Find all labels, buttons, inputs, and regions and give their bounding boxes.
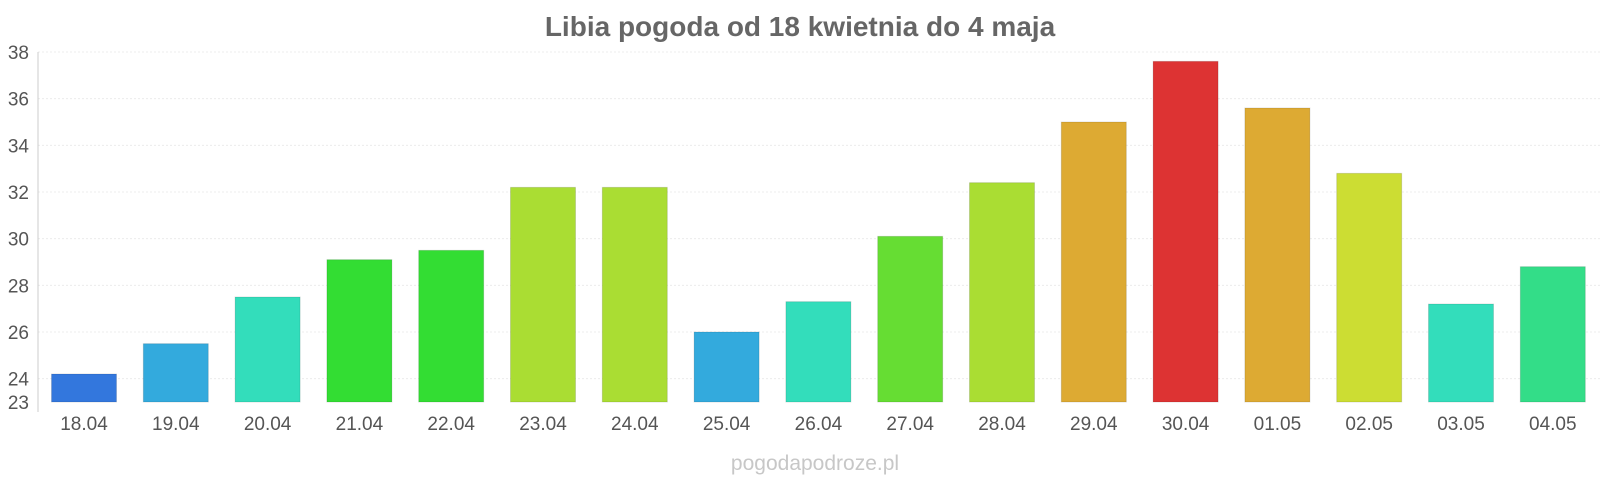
x-tick-label: 04.05 — [1529, 414, 1577, 435]
y-tick-label: 32 — [8, 183, 29, 204]
bar-26.04 — [785, 301, 852, 403]
bar-18.04 — [51, 373, 117, 403]
x-tick-label: 22.04 — [427, 414, 475, 435]
y-tick-label: 24 — [8, 370, 30, 391]
x-tick-label: 28.04 — [978, 414, 1026, 435]
bar-20.04 — [234, 296, 301, 403]
x-tick-label: 27.04 — [886, 414, 934, 435]
bars-layer — [51, 60, 1586, 403]
bar-24.04 — [601, 186, 668, 403]
bar-02.05 — [1336, 172, 1403, 403]
bar-30.04 — [1152, 60, 1219, 403]
x-tick-label: 01.05 — [1254, 414, 1302, 435]
x-tick-label: 19.04 — [152, 414, 200, 435]
y-tick-label: 36 — [8, 90, 29, 111]
bar-22.04 — [418, 249, 485, 403]
x-tick-label: 18.04 — [60, 414, 108, 435]
y-tick-label: 28 — [8, 276, 29, 297]
x-tick-label: 25.04 — [703, 414, 751, 435]
chart-title: Libia pogoda od 18 kwietnia do 4 maja — [545, 11, 1056, 42]
x-tick-label: 26.04 — [795, 414, 843, 435]
x-tick-label: 20.04 — [244, 414, 292, 435]
bar-25.04 — [693, 331, 760, 403]
x-tick-label: 24.04 — [611, 414, 659, 435]
bar-29.04 — [1060, 121, 1127, 403]
x-tick-label: 30.04 — [1162, 414, 1210, 435]
x-tick-label: 21.04 — [336, 414, 384, 435]
watermark: pogodapodroze.pl — [731, 452, 899, 475]
y-tick-label: 23 — [8, 393, 29, 414]
x-tick-label: 03.05 — [1437, 414, 1485, 435]
bar-21.04 — [326, 259, 393, 403]
x-tick-label: 02.05 — [1345, 414, 1393, 435]
x-tick-label: 29.04 — [1070, 414, 1118, 435]
bar-28.04 — [969, 182, 1035, 403]
bar-23.04 — [510, 186, 576, 403]
x-axis: 18.04 19.04 20.04 21.04 22.04 23.04 24.04 25.04… — [60, 414, 1576, 435]
bar-27.04 — [877, 235, 944, 403]
bar-04.05 — [1519, 266, 1586, 403]
x-tick-label: 23.04 — [519, 414, 567, 435]
y-tick-label: 30 — [8, 230, 29, 251]
y-tick-label: 26 — [8, 323, 29, 344]
bar-03.05 — [1428, 303, 1494, 403]
bar-19.04 — [142, 343, 209, 403]
bar-01.05 — [1244, 107, 1311, 403]
y-tick-label: 38 — [8, 43, 29, 64]
y-tick-label: 34 — [8, 136, 30, 157]
